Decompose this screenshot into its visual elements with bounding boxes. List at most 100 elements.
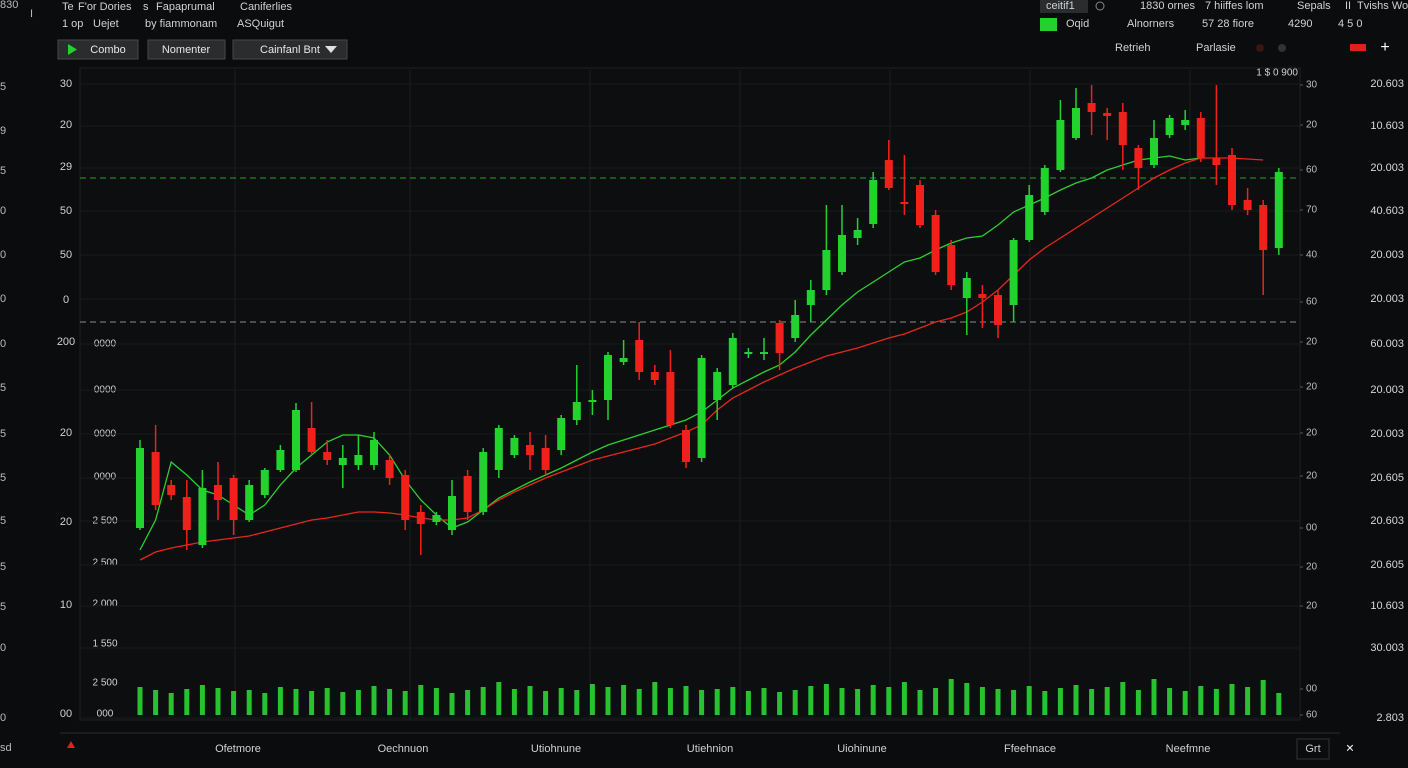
left-axis-label: 20 <box>60 119 72 131</box>
volume-bar <box>933 688 939 715</box>
y2-tick-label: 20 <box>1306 120 1318 131</box>
candle-body <box>853 230 862 238</box>
candle-body <box>728 338 737 385</box>
volume-bar <box>636 689 642 715</box>
y2-tick-label: 20 <box>1306 382 1318 393</box>
left-outer-label: 5 <box>0 472 6 484</box>
combo-button[interactable] <box>57 39 139 60</box>
nomenter-button[interactable] <box>147 39 226 60</box>
volume-bar <box>340 692 346 715</box>
candle-body <box>635 340 644 372</box>
volume-bar <box>511 689 517 715</box>
candle-body <box>838 235 846 272</box>
volume-bar <box>402 691 408 715</box>
status-dot <box>1095 1 1105 11</box>
button-label: Cainfanl Bnt <box>260 44 320 56</box>
candle-body <box>1103 113 1112 116</box>
left-axis-label: 29 <box>60 161 72 173</box>
volume-bar <box>1011 690 1017 715</box>
candle-body <box>494 428 503 470</box>
dropdown-arrow <box>325 46 337 53</box>
candle-body <box>572 402 581 420</box>
candle-body <box>697 358 706 458</box>
y-tick-label: 40.603 <box>1370 205 1404 217</box>
volume-bar <box>1213 689 1219 715</box>
volume-bar <box>792 690 798 715</box>
left-axis-label: 2.000 <box>92 599 117 610</box>
volume-bar <box>964 683 970 715</box>
volume-bar <box>808 686 814 715</box>
y2-tick-label: 20 <box>1306 562 1318 573</box>
candle-body <box>884 160 893 188</box>
indicator-dot <box>1256 44 1264 52</box>
candle-body <box>791 315 800 338</box>
volume-bar <box>199 685 205 715</box>
volume-bar <box>543 691 549 715</box>
left-outer-label: 5 <box>0 515 6 527</box>
volume-bar <box>901 682 907 715</box>
volume-bar <box>215 688 221 715</box>
volume-bar <box>231 691 237 715</box>
indicator-dot <box>1278 44 1286 52</box>
candle-body <box>385 460 394 478</box>
candle-body <box>1228 155 1236 205</box>
candle-body <box>1243 200 1252 210</box>
status-text: Oqid <box>1066 18 1089 30</box>
candle-body <box>1040 168 1049 212</box>
candle-body <box>1274 172 1283 248</box>
y2-tick-label: 70 <box>1306 205 1318 216</box>
red-triangle <box>67 741 75 748</box>
volume-bar <box>1260 680 1266 715</box>
y2-tick-label: 20 <box>1306 601 1318 612</box>
candle-body <box>1181 120 1190 125</box>
header-text: 1 op <box>62 18 83 30</box>
volume-bar <box>917 690 923 715</box>
candle-body <box>1087 103 1096 112</box>
candle-body <box>416 512 425 524</box>
candle-body <box>931 215 940 272</box>
candle-body <box>947 245 956 285</box>
candle-body <box>276 450 285 470</box>
volume-bar <box>730 687 736 715</box>
volume-bar <box>948 679 954 715</box>
volume-bar <box>480 687 486 715</box>
volume-bar <box>605 687 611 715</box>
volume-bar <box>995 689 1001 715</box>
candle-body <box>682 430 690 462</box>
y2-tick-label: 40 <box>1306 250 1318 261</box>
status-text: II <box>1345 0 1351 12</box>
left-outer-label: 0 <box>0 205 6 217</box>
candle-body <box>604 355 612 400</box>
candle-body <box>1118 112 1127 145</box>
dropdown-button[interactable] <box>232 39 348 60</box>
header-text: Caniferlies <box>240 1 292 13</box>
volume-bar <box>683 686 689 715</box>
candle-body <box>619 358 628 362</box>
status-text: ceitif1 <box>1046 0 1075 12</box>
volume-bar <box>277 687 283 715</box>
status-text: Parlasie <box>1196 42 1236 54</box>
status-text: 4 5 0 <box>1338 18 1362 30</box>
x-tick-label: Uiohinune <box>837 743 887 755</box>
plot-area <box>79 67 1301 721</box>
y-tick-label: 10.603 <box>1370 120 1404 132</box>
volume-bar <box>1042 691 1048 715</box>
y2-tick-label: 00 <box>1306 523 1318 534</box>
header-text: Fapaprumal <box>156 1 215 13</box>
candle-body <box>1212 158 1221 165</box>
plus-icon[interactable]: + <box>1380 39 1389 56</box>
status-text: 7 hiiffes lom <box>1205 0 1264 12</box>
y2-tick-label: 60 <box>1306 710 1318 721</box>
volume-bar <box>465 690 471 715</box>
y-tick-label: 20.003 <box>1370 428 1404 440</box>
close-icon[interactable]: × <box>1346 740 1354 756</box>
status-text: Alnorners <box>1127 18 1175 30</box>
legend-swatch <box>1040 18 1057 31</box>
left-outer-label: 5 <box>0 601 6 613</box>
candle-body <box>182 497 191 530</box>
volume-bar <box>1198 686 1204 715</box>
candle-body <box>463 476 472 512</box>
volume-bar <box>855 689 861 715</box>
y-tick-label: 10.603 <box>1370 600 1404 612</box>
left-outer-label: 5 <box>0 561 6 573</box>
